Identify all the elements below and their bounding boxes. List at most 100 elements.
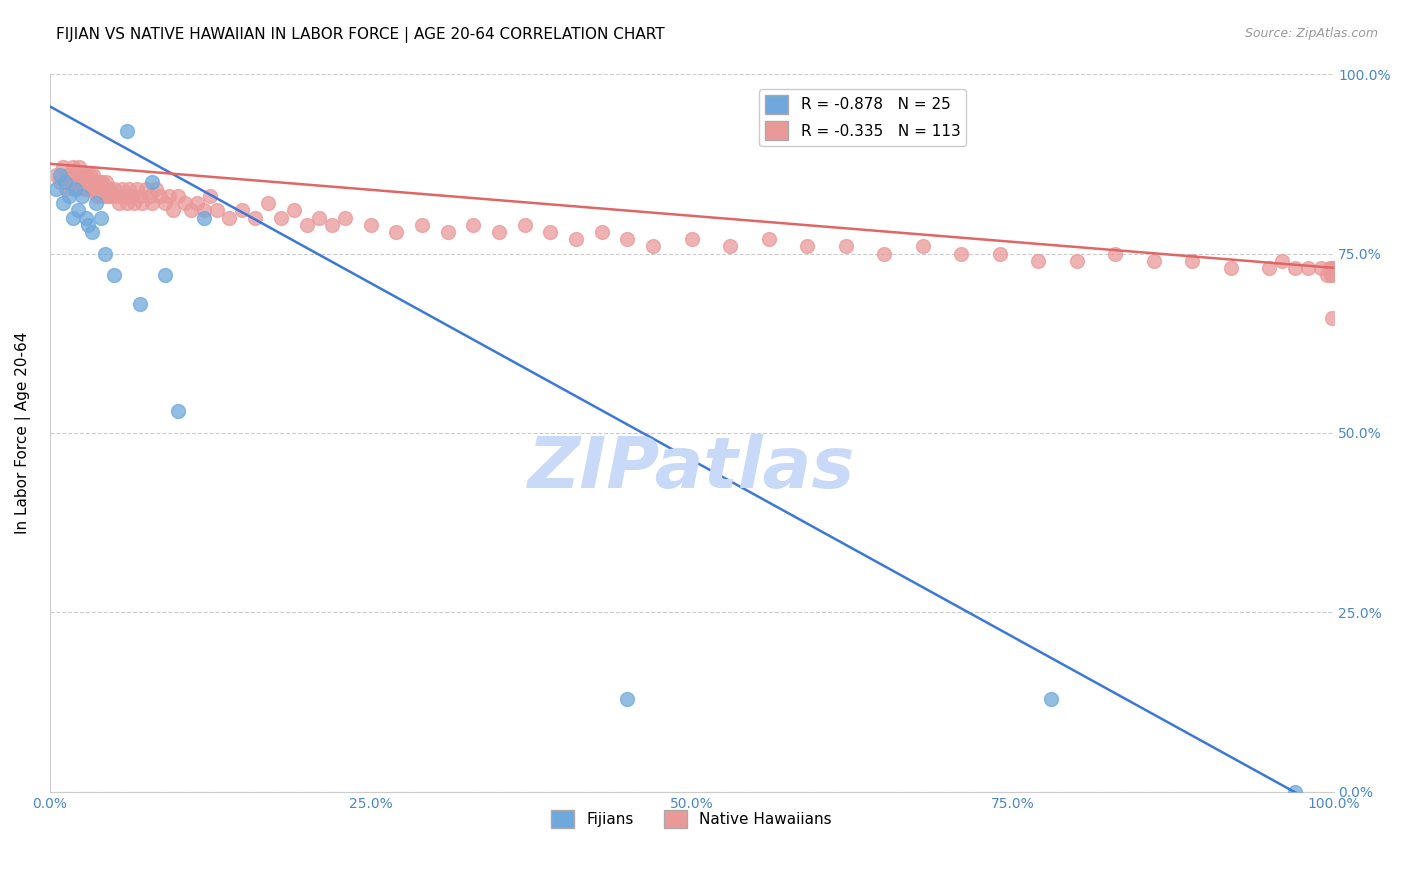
Point (139, 189, 162, 203)
Point (84, 196, 107, 211)
Point (98, 182, 121, 196)
Point (643, 239, 665, 253)
Point (75, 168, 97, 182)
Point (681, 232, 703, 246)
Point (1319, 260, 1341, 275)
Point (283, 203, 305, 218)
Point (72, 168, 94, 182)
Point (58, 168, 80, 182)
Point (1284, 785, 1306, 799)
Point (360, 218, 382, 232)
Point (62, 161, 84, 175)
Point (988, 246, 1011, 260)
Point (93, 182, 115, 196)
Point (66, 203, 89, 218)
Point (1181, 253, 1204, 268)
Point (1316, 268, 1339, 282)
Point (66, 175, 89, 189)
Point (218, 211, 240, 225)
Point (141, 175, 163, 189)
Y-axis label: In Labor Force | Age 20-64: In Labor Force | Age 20-64 (15, 332, 31, 534)
Point (75, 211, 97, 225)
Point (58, 189, 80, 203)
Point (1104, 246, 1126, 260)
Point (77, 218, 100, 232)
Point (950, 246, 973, 260)
Point (86, 189, 108, 203)
Point (124, 196, 146, 211)
Point (1309, 260, 1331, 275)
Point (167, 189, 190, 203)
Point (77, 182, 100, 196)
Point (125, 182, 148, 196)
Point (321, 218, 343, 232)
Point (616, 691, 638, 706)
Text: FIJIAN VS NATIVE HAWAIIAN IN LABOR FORCE | AGE 20-64 CORRELATION CHART: FIJIAN VS NATIVE HAWAIIAN IN LABOR FORCE… (56, 27, 665, 43)
Point (49, 175, 72, 189)
Point (82, 225, 104, 239)
Point (488, 225, 510, 239)
Point (1296, 260, 1319, 275)
Point (270, 211, 292, 225)
Point (52, 161, 75, 175)
Point (80, 175, 103, 189)
Point (1284, 260, 1306, 275)
Point (100, 189, 122, 203)
Point (718, 239, 741, 253)
Point (135, 182, 157, 196)
Point (141, 196, 163, 211)
Point (45, 168, 67, 182)
Point (53, 175, 76, 189)
Legend: Fijians, Native Hawaiians: Fijians, Native Hawaiians (546, 804, 838, 835)
Point (45, 182, 67, 196)
Point (565, 232, 588, 246)
Point (1320, 268, 1343, 282)
Point (83, 175, 105, 189)
Point (79, 168, 101, 182)
Point (157, 189, 180, 203)
Point (96, 175, 118, 189)
Point (90, 211, 112, 225)
Point (616, 232, 638, 246)
Point (1322, 311, 1344, 326)
Point (103, 268, 125, 282)
Point (62, 211, 84, 225)
Point (257, 196, 280, 211)
Point (118, 182, 141, 196)
Point (105, 189, 128, 203)
Point (1271, 253, 1294, 268)
Point (65, 182, 87, 196)
Point (834, 239, 856, 253)
Text: Source: ZipAtlas.com: Source: ZipAtlas.com (1244, 27, 1378, 40)
Point (55, 182, 77, 196)
Point (186, 196, 208, 211)
Point (513, 218, 536, 232)
Point (463, 218, 485, 232)
Point (1322, 260, 1344, 275)
Point (173, 196, 195, 211)
Point (758, 232, 780, 246)
Point (121, 189, 143, 203)
Point (128, 297, 150, 311)
Point (97, 189, 120, 203)
Point (59, 175, 82, 189)
Point (1040, 691, 1063, 706)
Text: ZIPatlas: ZIPatlas (527, 434, 855, 503)
Point (63, 175, 86, 189)
Point (52, 196, 75, 211)
Point (49, 168, 72, 182)
Point (115, 196, 138, 211)
Point (538, 225, 561, 239)
Point (155, 268, 177, 282)
Point (128, 189, 150, 203)
Point (67, 161, 90, 175)
Point (96, 182, 118, 196)
Point (91, 175, 114, 189)
Point (89, 182, 111, 196)
Point (82, 168, 104, 182)
Point (796, 239, 818, 253)
Point (193, 211, 215, 225)
Point (131, 196, 153, 211)
Point (155, 196, 177, 211)
Point (73, 182, 96, 196)
